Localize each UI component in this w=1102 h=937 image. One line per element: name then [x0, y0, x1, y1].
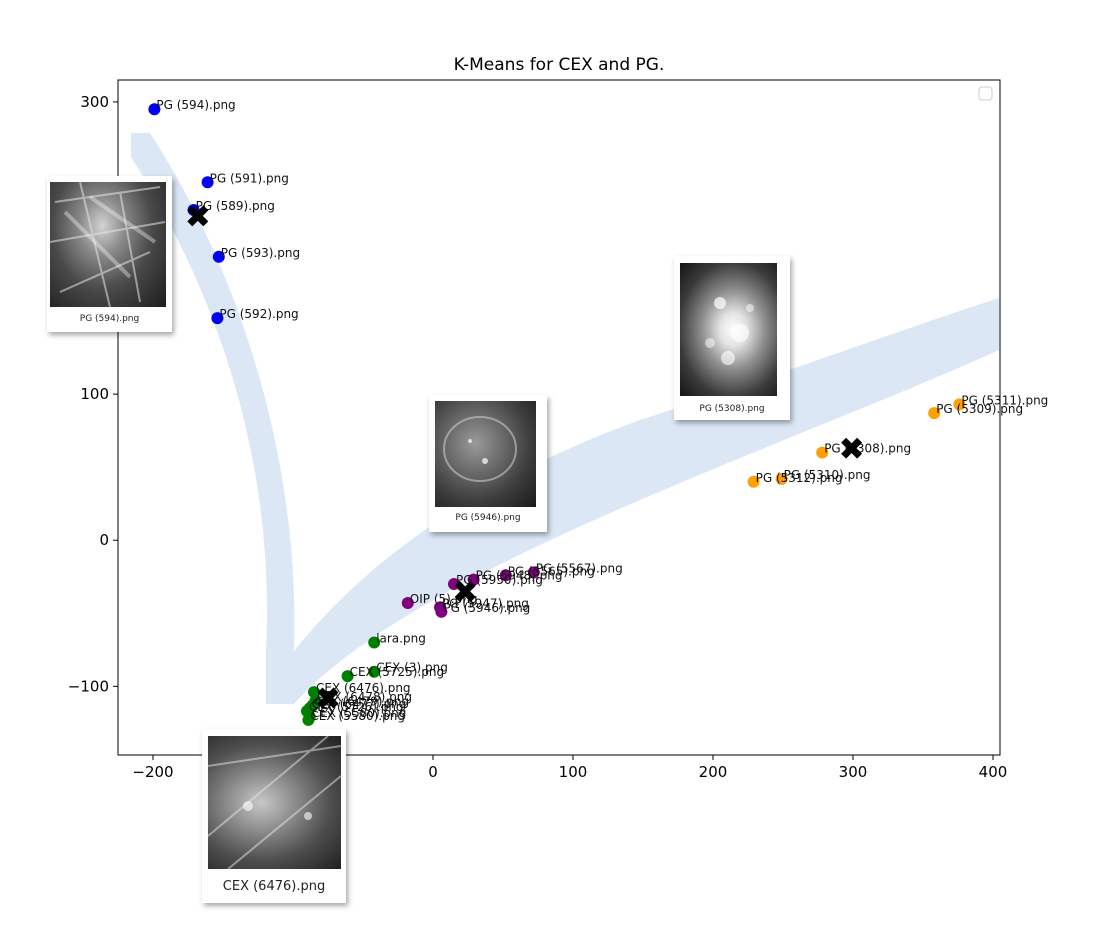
y-tick-label: 300 — [80, 93, 109, 111]
legend-box — [978, 86, 993, 101]
scatter-point — [212, 250, 225, 263]
highlight-band-layer — [131, 133, 999, 704]
thumbnail-image — [208, 736, 341, 869]
point-label: CEX (5725).png — [350, 665, 445, 679]
x-tick-label: −200 — [132, 763, 173, 781]
thumbnail-image — [680, 263, 777, 396]
x-tick-label: 100 — [559, 763, 588, 781]
point-label: PG (5565).png — [508, 564, 595, 578]
centroid-layer — [187, 205, 863, 709]
point-label: lara.png — [376, 632, 426, 646]
point-label: CEX (6478).png — [317, 690, 412, 704]
point-label: PG (5948).png — [476, 569, 563, 583]
scatter-point — [747, 475, 760, 488]
y-axis: −100 0 100 300 — [68, 93, 118, 695]
point-label: PG (592).png — [219, 307, 298, 321]
point-label: PG (5950).png — [456, 573, 543, 587]
point-label: CEX (6476).png — [316, 681, 411, 695]
scatter-point — [148, 103, 161, 116]
scatter-point — [775, 472, 788, 485]
thumbnail-pg-594: PG (594).png — [47, 176, 172, 332]
y-tick-label: 0 — [99, 531, 109, 549]
scatter-point — [368, 636, 381, 649]
scatter-point — [401, 597, 414, 610]
centroid-marker — [317, 687, 339, 709]
scatter-point — [499, 569, 512, 582]
scatter-point — [302, 713, 315, 726]
point-label: CEX (5580).png — [312, 706, 407, 720]
centroid-marker — [454, 580, 476, 602]
point-label: CEX (3).png — [376, 661, 448, 675]
point-label: PG (5311).png — [961, 393, 1048, 407]
y-tick-label: 100 — [80, 385, 109, 403]
scatter-point — [201, 176, 214, 189]
centroid-marker — [841, 437, 863, 459]
plot-area-frame — [117, 79, 1001, 756]
x-tick-label: 400 — [979, 763, 1008, 781]
chart-title: K-Means for CEX and PG. — [454, 55, 665, 75]
point-label: PG (5947).png — [442, 596, 529, 610]
point-label: PG (593).png — [221, 246, 300, 260]
point-label: CEX (5580).png — [310, 709, 405, 723]
scatter-point — [816, 446, 829, 459]
thumbnail-caption: PG (594).png — [79, 314, 140, 324]
highlight-band-right — [266, 298, 999, 704]
point-labels-layer: PG (594).png PG (591).png PG (589).png PG (… — [156, 98, 1048, 723]
point-label: PG (5946).png — [443, 601, 530, 615]
thumbnail-image — [50, 182, 166, 307]
point-label: PG (594).png — [156, 98, 235, 112]
scatter-point — [953, 398, 966, 411]
y-tick-label: −100 — [68, 677, 109, 695]
thumbnail-cex-6476: CEX (6476).png — [202, 729, 346, 903]
point-label: PG (5309).png — [936, 402, 1023, 416]
x-tick-label: 200 — [699, 763, 728, 781]
centroid-marker — [187, 205, 209, 227]
thumbnail-caption: CEX (6476).png — [222, 879, 326, 894]
point-label: CEX (6479).png — [315, 694, 410, 708]
point-label: PG (5312).png — [756, 471, 843, 485]
thumbnail-caption: PG (5308).png — [699, 404, 765, 414]
scatter-point — [928, 407, 941, 420]
point-label: PG (5310).png — [784, 468, 871, 482]
thumbnail-pg-5946: PG (5946).png — [429, 395, 547, 532]
x-tick-label: 0 — [428, 763, 438, 781]
scatter-point — [211, 312, 224, 325]
x-axis: −200−1000100200300400 — [132, 755, 1007, 781]
x-tick-label: 300 — [839, 763, 868, 781]
point-label: PG (589).png — [196, 199, 275, 213]
scatter-point — [527, 566, 540, 579]
point-label: PG (5308).png — [824, 442, 911, 456]
point-label: PG (591).png — [210, 171, 289, 185]
point-label: PG (5567).png — [536, 561, 623, 575]
thumbnail-pg-5308: PG (5308).png — [674, 256, 790, 420]
highlight-band-left — [131, 133, 295, 704]
scatter-point — [368, 665, 381, 678]
thumbnail-caption: PG (5946).png — [455, 513, 521, 523]
scatter-point — [435, 605, 448, 618]
scatter-point — [341, 670, 354, 683]
thumbnail-image — [435, 401, 536, 507]
